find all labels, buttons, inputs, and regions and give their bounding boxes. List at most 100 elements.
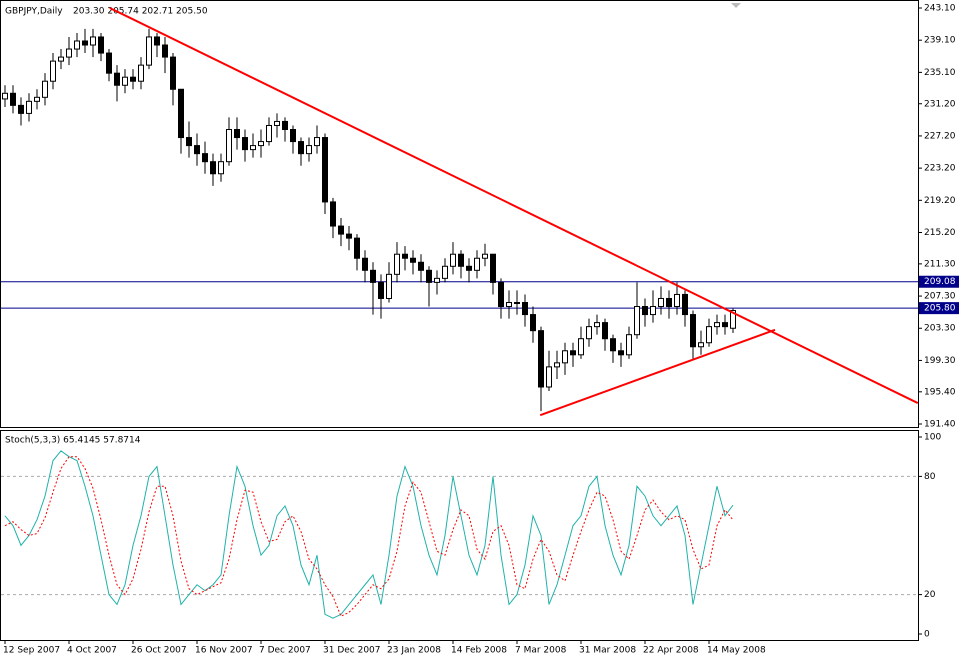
candle-body [370,269,376,283]
candle-body [106,52,112,74]
candle-body [482,253,488,259]
x-tick-label: 14 Feb 2008 [451,646,507,656]
trendline [539,328,776,417]
candle-body [562,350,568,364]
candle-body [578,338,584,356]
y-tick-label: 219.20 [924,196,956,206]
candle-body [266,124,272,143]
candle-body [386,273,392,299]
candle-body [314,137,320,147]
candle-body [570,350,576,356]
candle-body [730,310,736,329]
y-tick-label: 100 [924,433,941,443]
candle-body [194,145,200,155]
candle-body [66,48,72,58]
candle-body [434,277,440,283]
y-tick-label: 195.40 [924,387,956,397]
candle-body [466,265,472,271]
candle-body [554,362,560,368]
y-tick-label: 0 [924,630,930,640]
candle-body [586,326,592,340]
candle-body [642,306,648,316]
candle-body [226,129,232,163]
stoch-d-line [4,456,734,617]
candle-body [530,314,536,332]
candle-body [666,297,672,308]
candle-body [154,36,160,46]
x-tick-label: 16 Nov 2007 [195,646,253,656]
candle-body [522,301,528,316]
candle-body [546,366,552,388]
candle-body [362,257,368,271]
candle-body [634,306,640,336]
candle-body [298,141,304,155]
candle-body [82,40,88,46]
y-tick-label: 227.20 [924,131,956,141]
candle-body [594,322,600,328]
shift-marker [731,3,741,8]
stoch-k-line [4,450,734,619]
candle-body [98,36,104,54]
x-tick-label: 14 May 2008 [707,646,766,656]
price-panel [0,0,919,428]
candle-body [26,100,32,114]
candle-body [490,253,496,283]
candle-body [290,129,296,143]
candle-body [322,137,328,203]
candle-body [274,120,280,126]
candle-body [218,161,224,175]
y-tick-label: 243.10 [924,4,956,14]
trendline [109,7,919,404]
candle-body [178,88,184,139]
candle-body [170,56,176,90]
candle-body [122,76,128,86]
candle-body [682,293,688,316]
candle-body [242,137,248,151]
x-tick-label: 23 Jan 2008 [387,646,441,656]
y-tick-label: 191.40 [924,420,956,430]
candle-body [202,153,208,163]
candle-body [186,137,192,147]
candle-body [210,161,216,175]
candle-body [114,72,120,86]
y-tick-label: 231.20 [924,99,956,109]
candle-body [498,281,504,308]
candle-body [698,342,704,348]
candle-body [618,350,624,356]
candle-body [474,257,480,271]
candle-body [354,237,360,259]
price-label: 209.08 [924,277,956,287]
candle-body [10,92,16,106]
candle-body [282,120,288,131]
candle-body [626,334,632,356]
candle-body [42,80,48,98]
y-tick-label: 211.30 [924,259,956,269]
x-tick-label: 12 Sep 2007 [3,646,60,656]
candle-body [18,104,24,114]
y-tick-label: 215.20 [924,228,956,238]
candle-body [426,269,432,283]
indicator-label: Stoch(5,3,3) 65.4145 57.8714 [5,436,141,446]
candle-body [690,314,696,348]
candle-body [714,322,720,328]
y-tick-label: 203.30 [924,324,956,334]
candle-body [234,129,240,139]
candle-body [410,257,416,263]
candle-body [458,253,464,267]
candle-body [394,253,400,275]
x-tick-label: 7 Dec 2007 [259,646,311,656]
candle-body [146,36,152,66]
y-tick-label: 239.10 [924,36,956,46]
candle-body [706,326,712,344]
candle-body [418,261,424,271]
y-tick-label: 80 [924,472,936,482]
indicator-panel [0,430,919,641]
y-tick-label: 207.30 [924,292,956,302]
price-label: 205.80 [924,304,956,314]
x-tick-label: 31 Mar 2008 [579,646,636,656]
candle-body [2,92,8,100]
candle-body [338,225,344,235]
candle-body [138,64,144,82]
